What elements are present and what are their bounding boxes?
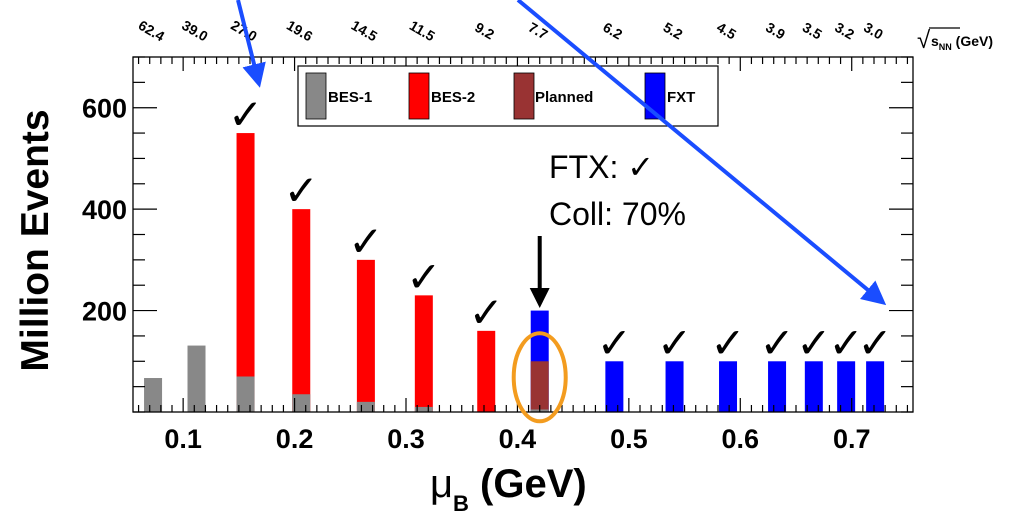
annotation-line: FTX: ✓ [549,149,654,185]
blue-arrow-right [516,0,887,306]
bar-fxt-4 [768,361,787,412]
bar-fxt-7 [866,361,885,412]
top-axis-label: 3.2 [832,19,857,43]
legend-label: BES-1 [328,89,372,106]
y-tick-label: 600 [82,94,127,124]
top-axis-title: sNN (GeV) [931,33,993,52]
legend-swatch [408,72,430,120]
top-axis-label: 39.0 [179,17,211,45]
blue-arrow-left [236,0,266,88]
checkmark-1: ✓ [284,167,319,214]
top-axis-label: 6.2 [600,19,625,43]
checkmark-3: ✓ [406,253,441,300]
x-tick-label: 0.3 [387,424,425,454]
top-axis-label: 9.2 [472,19,497,43]
x-tick-label: 0.4 [499,424,537,454]
bar-fxt-1 [605,361,624,412]
bar-planned-0 [530,361,549,412]
checkmark-6: ✓ [657,319,692,366]
top-axis-label: 11.5 [407,17,438,44]
bar-bes-2-4 [477,330,496,412]
checkmark-5: ✓ [597,319,632,366]
top-axis-label: 5.2 [661,19,686,43]
bar-bes-2-1 [292,209,311,412]
x-axis-title: μB (GeV) [430,462,587,516]
bar-bes-1-4 [356,401,375,412]
annotation-line: Coll: 70% [549,196,686,232]
bar-bes-2-0 [236,133,255,413]
y-axis-title: Million Events [14,109,57,371]
legend-swatch [305,72,327,120]
checkmark-10: ✓ [829,319,864,366]
top-axis-label: 3.9 [763,19,788,43]
legend-swatch [513,72,535,120]
highlight-ellipse [511,331,568,424]
checkmark-0: ✓ [228,91,263,138]
legend-label: Planned [535,89,593,106]
x-tick-label: 0.5 [610,424,648,454]
top-axis-label: 4.5 [714,19,739,43]
legend-label: BES-2 [431,89,475,106]
checkmark-7: ✓ [710,319,745,366]
checkmark-8: ✓ [759,319,794,366]
bar-fxt-6 [837,361,856,412]
checkmark-11: ✓ [858,319,893,366]
y-tick-label: 200 [82,297,127,327]
x-tick-label: 0.1 [164,424,202,454]
y-tick-label: 400 [82,195,127,225]
top-axis-label: 3.5 [800,19,825,43]
x-tick-label: 0.7 [833,424,871,454]
top-axis-label: 3.0 [861,19,886,43]
top-axis-label: 62.4 [136,17,168,45]
x-tick-label: 0.6 [722,424,760,454]
top-axis-label: 19.6 [284,17,316,45]
bar-bes-1-5 [414,406,433,412]
top-axis-sqrt-sign: √ [917,27,931,54]
bar-bes-2-2 [356,259,375,412]
checkmark-9: ✓ [796,319,831,366]
bar-fxt-5 [804,361,823,412]
bar-bes-1-1 [187,345,206,412]
bar-fxt-3 [719,361,738,412]
bar-bes-1-0 [144,378,163,412]
legend-label: FXT [667,89,695,106]
bar-bes-1-2 [236,376,255,412]
top-axis-label: 14.5 [349,17,381,45]
bar-bes-2-3 [414,295,433,412]
checkmark-2: ✓ [348,218,383,265]
bar-fxt-2 [665,361,684,412]
checkmark-4: ✓ [469,289,504,336]
x-tick-label: 0.2 [276,424,314,454]
